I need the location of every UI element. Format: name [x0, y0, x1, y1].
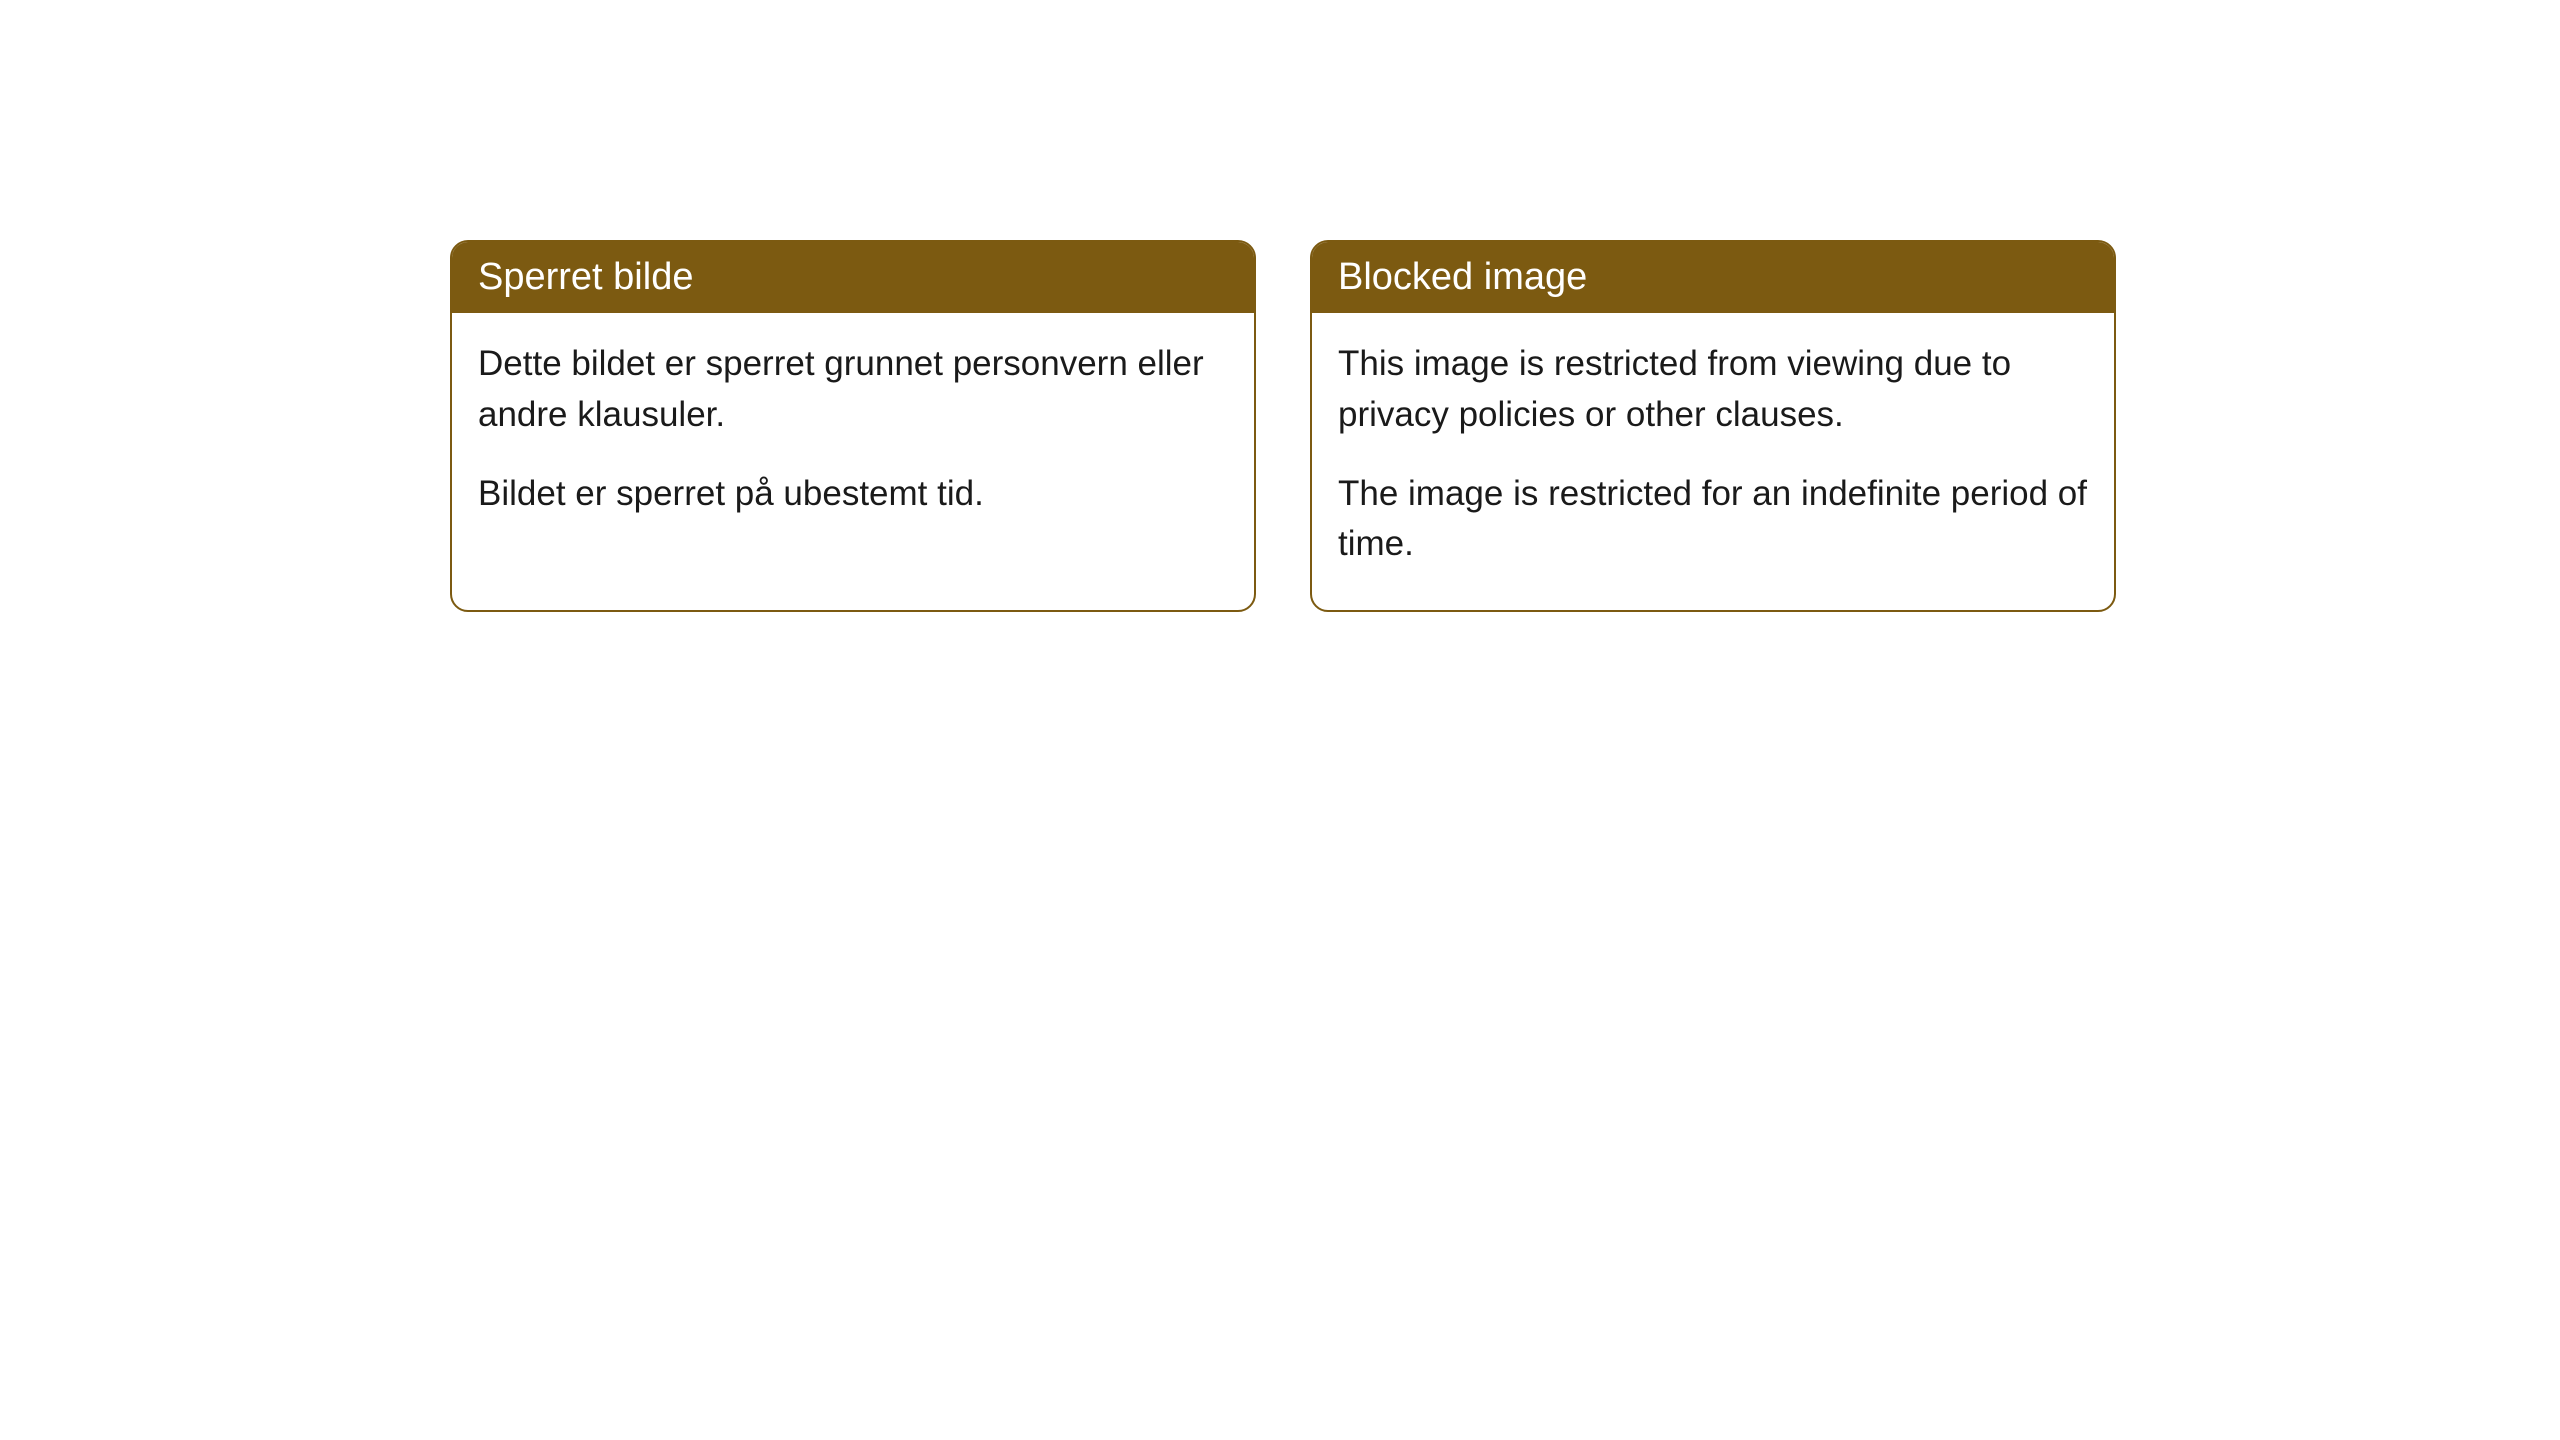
- card-header: Sperret bilde: [452, 242, 1254, 313]
- card-paragraph: Bildet er sperret på ubestemt tid.: [478, 469, 1228, 520]
- notice-card-norwegian: Sperret bilde Dette bildet er sperret gr…: [450, 240, 1256, 612]
- card-paragraph: This image is restricted from viewing du…: [1338, 339, 2088, 441]
- notice-cards-container: Sperret bilde Dette bildet er sperret gr…: [450, 240, 2116, 612]
- notice-card-english: Blocked image This image is restricted f…: [1310, 240, 2116, 612]
- card-body: This image is restricted from viewing du…: [1312, 313, 2114, 610]
- card-title: Blocked image: [1338, 256, 1587, 298]
- card-paragraph: The image is restricted for an indefinit…: [1338, 469, 2088, 571]
- card-header: Blocked image: [1312, 242, 2114, 313]
- card-paragraph: Dette bildet er sperret grunnet personve…: [478, 339, 1228, 441]
- card-body: Dette bildet er sperret grunnet personve…: [452, 313, 1254, 559]
- card-title: Sperret bilde: [478, 256, 693, 298]
